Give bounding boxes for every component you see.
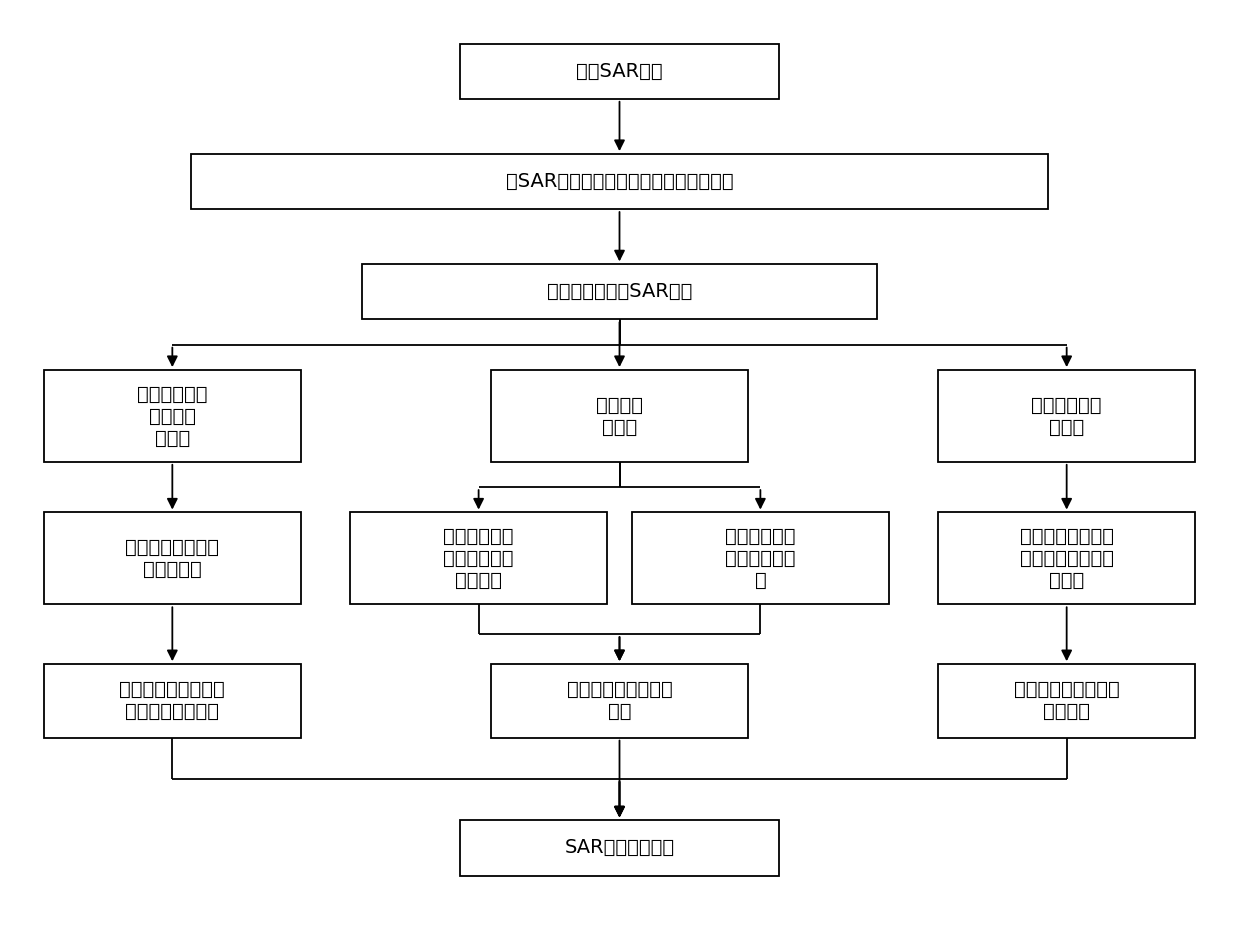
Bar — [491, 370, 748, 462]
Bar — [191, 154, 1048, 209]
Text: 混合聚集结构
地物像素
子空间: 混合聚集结构 地物像素 子空间 — [138, 384, 208, 448]
Bar — [938, 370, 1196, 462]
Text: 匀质区域像素子空间
分割结果: 匀质区域像素子空间 分割结果 — [1014, 680, 1120, 721]
Text: 结构像素
子空间: 结构像素 子空间 — [596, 396, 643, 437]
Text: 采用反卷积结构模
型进行分割: 采用反卷积结构模 型进行分割 — [125, 538, 219, 578]
Bar — [460, 44, 779, 99]
Text: SAR图像分割结果: SAR图像分割结果 — [565, 839, 674, 857]
Bar — [362, 264, 877, 319]
Bar — [43, 370, 301, 462]
Bar — [938, 512, 1196, 605]
Bar — [460, 820, 779, 875]
Bar — [632, 512, 890, 605]
Bar — [43, 664, 301, 738]
Text: 混合聚集结构地物像
素子空间分割结果: 混合聚集结构地物像 素子空间分割结果 — [119, 680, 225, 721]
Text: 输入SAR图像: 输入SAR图像 — [576, 62, 663, 81]
Text: 对SAR图像素描化，用素描图得到区域图: 对SAR图像素描化，用素描图得到区域图 — [506, 172, 733, 191]
Text: 将区域图映射到SAR图像: 将区域图映射到SAR图像 — [546, 283, 693, 301]
Bar — [491, 664, 748, 738]
Text: 匀质区域像素
子空间: 匀质区域像素 子空间 — [1031, 396, 1101, 437]
Bar — [349, 512, 607, 605]
Text: 采用基于多项式逻
辑回归先验模型进
行分割: 采用基于多项式逻 辑回归先验模型进 行分割 — [1020, 527, 1114, 590]
Bar — [938, 664, 1196, 738]
Text: 基于素描线的
聚拢特征分割
独立目标: 基于素描线的 聚拢特征分割 独立目标 — [444, 527, 514, 590]
Text: 结构像素子空间分割
结果: 结构像素子空间分割 结果 — [566, 680, 673, 721]
Text: 基于视觉语义
规则分割线目
标: 基于视觉语义 规则分割线目 标 — [725, 527, 795, 590]
Bar — [43, 512, 301, 605]
